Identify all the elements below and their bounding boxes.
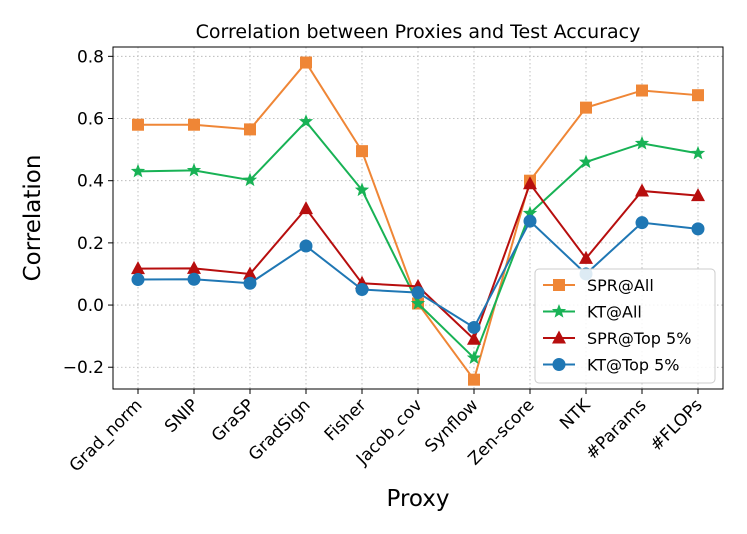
data-point (188, 118, 200, 131)
axes: −0.2 0.0 0.2 0.4 0.6 0.8 Grad_norm SNIP GraSPGra… (63, 47, 707, 476)
x-tick-label: GradSign (245, 395, 315, 465)
y-tick-label: 0.8 (77, 47, 104, 67)
y-tick-label: 0.0 (77, 296, 104, 316)
legend-label: SPR@Top 5% (587, 329, 691, 348)
data-point (244, 123, 256, 136)
data-point (578, 154, 594, 169)
y-axis-label: Correlation (20, 155, 46, 282)
data-point (691, 188, 705, 202)
x-tick-label: Fisher (321, 395, 371, 445)
legend-entry: KT@All (543, 303, 642, 322)
data-point (355, 283, 369, 297)
data-point (636, 84, 648, 97)
data-point (131, 273, 145, 287)
y-tick-label: 0.6 (77, 110, 104, 130)
legend-label: SPR@All (587, 276, 654, 295)
x-tick-label: #FLOPs (646, 395, 706, 455)
data-point (411, 286, 425, 300)
data-point (523, 176, 537, 190)
legend-label: KT@All (587, 303, 642, 322)
data-point (579, 250, 593, 264)
data-point (522, 205, 538, 220)
legend-entry: KT@Top 5% (543, 356, 680, 375)
x-tick-label: GraSP (208, 395, 259, 446)
data-point (635, 216, 649, 230)
data-point (692, 89, 704, 102)
data-point (299, 201, 313, 215)
data-point (580, 101, 592, 114)
legend-marker (553, 279, 565, 291)
y-tick-label: 0.4 (77, 172, 104, 192)
data-point (634, 135, 650, 150)
data-point (243, 266, 257, 280)
legend-entry: SPR@All (543, 276, 654, 295)
y-tick-label: 0.2 (77, 234, 104, 254)
y-tick-label: −0.2 (63, 358, 104, 378)
series-kt-top-5- (131, 214, 705, 334)
legend-marker (551, 304, 567, 318)
data-point (131, 261, 145, 275)
data-point (410, 296, 426, 310)
x-tick-label: NTK (556, 395, 595, 434)
data-point (691, 222, 705, 236)
x-tick-label: #Params (582, 395, 651, 464)
legend-box (534, 268, 716, 384)
data-point (356, 145, 368, 158)
data-point (299, 239, 313, 253)
legend-entry: SPR@Top 5% (543, 329, 691, 348)
data-point (468, 373, 480, 386)
legend-marker (552, 330, 566, 344)
data-point (300, 56, 312, 69)
data-point (354, 182, 370, 197)
data-point (466, 350, 482, 364)
series-lines (130, 56, 706, 386)
data-point (467, 320, 481, 334)
chart-title: Correlation between Proxies and Test Acc… (196, 21, 641, 43)
series-kt-all (130, 114, 706, 364)
data-point (635, 183, 649, 197)
data-point (130, 163, 146, 178)
data-point (186, 162, 202, 177)
legend-marker (552, 358, 566, 371)
data-point (187, 272, 201, 286)
data-point (242, 172, 258, 187)
data-point (132, 118, 144, 131)
x-axis-label: Proxy (386, 486, 449, 512)
legend-label: KT@Top 5% (587, 356, 680, 375)
data-point (187, 260, 201, 274)
data-point (243, 276, 257, 290)
data-point (523, 214, 537, 228)
data-point (467, 331, 481, 345)
data-point (690, 145, 706, 160)
legend: SPR@All KT@All SPR@Top 5% KT@Top 5% (534, 268, 716, 384)
x-tick-label: SNIP (161, 395, 203, 437)
x-tick-label: Grad_norm (66, 395, 147, 476)
data-point (298, 114, 314, 128)
